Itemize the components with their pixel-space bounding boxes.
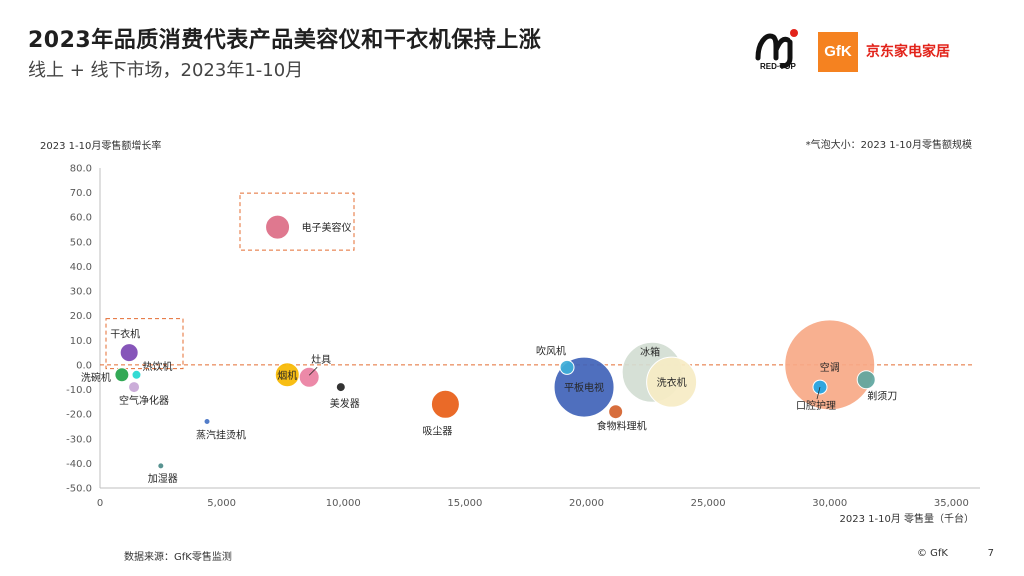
y-tick-label: -10.0 xyxy=(66,385,92,396)
y-tick-label: 40.0 xyxy=(70,262,92,273)
bubble-label: 平板电视 xyxy=(564,381,604,394)
bubble-point xyxy=(784,319,876,411)
page-number: 7 xyxy=(987,548,994,559)
bubble-point xyxy=(131,369,142,380)
y-tick-label: 70.0 xyxy=(70,188,92,199)
bubble-label: 剃须刀 xyxy=(867,391,897,403)
x-tick-label: 20,000 xyxy=(569,498,604,509)
redtop-logo: RED·TOP xyxy=(754,28,810,74)
bubble-label: 烟机 xyxy=(277,369,297,382)
bubble-label: 冰箱 xyxy=(640,345,660,358)
y-tick-label: -40.0 xyxy=(66,459,92,470)
y-axis-title: 2023 1-10月零售额增长率 xyxy=(40,141,162,152)
x-tick-label: 5,000 xyxy=(207,498,236,509)
x-tick-label: 0 xyxy=(97,498,103,509)
bubble-label: 热饮机 xyxy=(142,360,172,373)
x-tick-label: 10,000 xyxy=(326,498,361,509)
y-tick-label: 50.0 xyxy=(70,237,92,248)
gfk-logo: GfK xyxy=(818,32,858,72)
x-axis-title: 2023 1-10月 零售量（千台） xyxy=(839,514,974,525)
bubble-point xyxy=(265,214,291,240)
bubble-size-note: *气泡大小：2023 1-10月零售额规模 xyxy=(805,140,972,151)
y-tick-label: -20.0 xyxy=(66,410,92,421)
bubble-point xyxy=(157,462,165,470)
y-tick-label: 30.0 xyxy=(70,287,92,298)
bubble-label: 电子美容仪 xyxy=(302,221,352,234)
bubble-label: 口腔护理 xyxy=(796,399,836,412)
bubble-label: 食物料理机 xyxy=(597,420,647,433)
bubble-label: 吸尘器 xyxy=(422,425,452,437)
y-tick-label: 60.0 xyxy=(70,213,92,224)
y-tick-label: 80.0 xyxy=(70,164,92,175)
stove-leader-line xyxy=(308,366,318,376)
beauty-device-highlight-box xyxy=(239,192,355,251)
bubble-label: 蒸汽挂烫机 xyxy=(196,429,246,442)
bubble-point xyxy=(335,382,346,393)
bubble-label: 吹风机 xyxy=(536,344,566,357)
bubble-label: 洗碗机 xyxy=(81,371,111,384)
bubble-point xyxy=(559,359,575,375)
bubble-label: 空气净化器 xyxy=(119,394,169,407)
y-tick-label: -30.0 xyxy=(66,434,92,445)
bubble-point xyxy=(430,389,460,419)
x-tick-label: 15,000 xyxy=(447,498,482,509)
bubble-point xyxy=(608,404,624,420)
bubble-point xyxy=(114,367,130,383)
oral-care-leader-line xyxy=(816,386,821,400)
redtop-logo-text: RED·TOP xyxy=(760,62,796,71)
jd-logo: 京东家电家居 xyxy=(866,44,950,60)
bubble-label: 洗衣机 xyxy=(657,376,687,389)
page-title: 2023年品质消费代表产品美容仪和干衣机保持上涨 xyxy=(28,28,542,53)
bubble-point xyxy=(646,356,698,408)
y-tick-label: -50.0 xyxy=(66,484,92,495)
x-tick-label: 25,000 xyxy=(691,498,726,509)
bubble-point xyxy=(119,343,139,363)
bubble-point xyxy=(128,381,141,394)
y-tick-label: 10.0 xyxy=(70,336,92,347)
bubble-point xyxy=(856,370,876,390)
bubble-label: 灶具 xyxy=(311,353,331,366)
bubble-label: 加湿器 xyxy=(148,473,178,485)
copyright: © GfK xyxy=(916,548,948,559)
x-tick-label: 35,000 xyxy=(934,498,969,509)
page-subtitle: 线上 + 线下市场，2023年1-10月 xyxy=(28,60,304,81)
dryer-highlight-box xyxy=(105,318,184,370)
bubble-label: 干衣机 xyxy=(110,328,140,341)
bubble-label: 美发器 xyxy=(330,397,360,410)
bubble-point xyxy=(203,418,211,426)
x-tick-label: 30,000 xyxy=(812,498,847,509)
y-tick-label: 20.0 xyxy=(70,311,92,322)
logo-group: RED·TOP GfK 京东家电家居 xyxy=(754,28,994,78)
bubble-point xyxy=(298,366,320,388)
data-source: 数据来源：GfK零售监测 xyxy=(124,552,232,563)
y-tick-label: 0.0 xyxy=(76,360,92,371)
bubble-label: 空调 xyxy=(820,361,840,374)
